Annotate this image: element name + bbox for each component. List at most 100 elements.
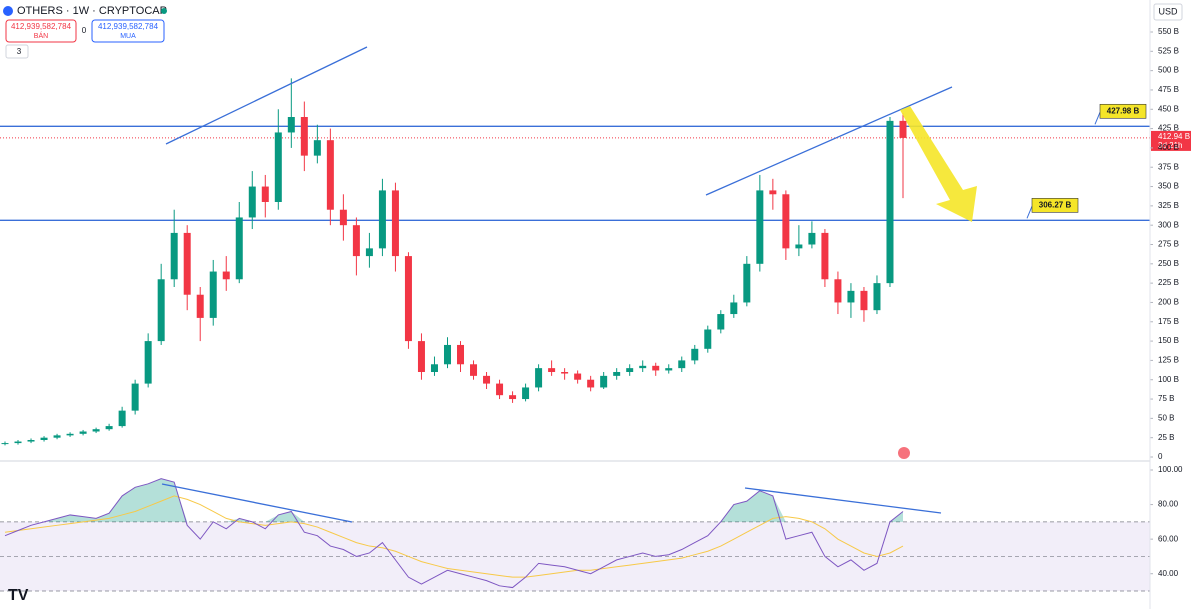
candle-body: [743, 263, 751, 303]
candle-body: [496, 383, 504, 396]
currency-button[interactable]: [1153, 3, 1183, 21]
indicator-toggle[interactable]: [5, 44, 29, 59]
event-icon: [898, 447, 910, 459]
candle-body: [587, 379, 595, 388]
candle-body: [196, 294, 204, 318]
candle-body: [886, 120, 894, 284]
candle-body: [274, 132, 282, 202]
candle-body: [678, 360, 686, 369]
overbought-fill: [5, 478, 903, 522]
candles: [1, 78, 907, 446]
y-tick-label: 225 B: [1158, 278, 1179, 287]
candle-body: [131, 383, 139, 411]
candle-body: [170, 232, 178, 280]
candle-body: [704, 329, 712, 349]
candle-body: [821, 232, 829, 280]
symbol: OTHERS · 1W · CRYPTOCAP: [17, 5, 167, 17]
candle-body: [27, 440, 35, 442]
y-tick-label: 425 B: [1158, 124, 1179, 133]
y-tick-label: 50 B: [1158, 413, 1174, 422]
candle-body: [404, 256, 412, 342]
trend-line: [705, 86, 953, 196]
y-tick-label: 300 B: [1158, 220, 1179, 229]
countdown: 3d 21h: [1158, 141, 1182, 150]
candle-body: [535, 368, 543, 388]
candle-body: [600, 375, 608, 388]
candle-body: [548, 368, 556, 372]
price-axis: 0 25 B 50 B 75 B 100 B 125 B 150 B 175 B 200 B 22…: [1150, 27, 1179, 461]
y-tick-label: 400 B: [1158, 143, 1179, 152]
candle-body: [873, 283, 881, 311]
candle-body: [457, 344, 465, 365]
candle-body: [483, 375, 491, 384]
candle-body: [118, 410, 126, 427]
candle-body: [639, 365, 647, 369]
sell-button[interactable]: [5, 19, 77, 43]
y-tick-label: 350 B: [1158, 182, 1179, 191]
rsi-pane: 40.00 60.00 80.00 100.00: [0, 465, 1183, 592]
candle-body: [509, 395, 517, 400]
candle-body: [79, 431, 87, 434]
candle-body: [300, 117, 308, 156]
trend-lines: [161, 46, 953, 523]
y-tick-label: 325 B: [1158, 201, 1179, 210]
candle-body: [899, 120, 907, 138]
y-tick-label: 125 B: [1158, 356, 1179, 365]
candle-body: [92, 429, 100, 432]
rsi-line: [4, 478, 904, 589]
y-tick-label: 25 B: [1158, 433, 1174, 442]
candle-body: [53, 435, 61, 438]
y-tick-label: 150 B: [1158, 336, 1179, 345]
candle-body: [183, 232, 191, 295]
candle-body: [14, 441, 22, 444]
candle-body: [808, 232, 816, 245]
candle-body: [248, 186, 256, 218]
candle-body: [834, 279, 842, 303]
rsi-ma-line: [4, 495, 904, 578]
buy-price: 412,939,582,784: [98, 22, 159, 31]
candle-body: [730, 302, 738, 315]
spread: 0: [82, 26, 87, 35]
level-label: 306.27 B: [1039, 200, 1072, 209]
arrow: [900, 106, 977, 222]
sell-label: BÁN: [34, 31, 48, 40]
candle-body: [665, 368, 673, 371]
rsi-tick-label: 60.00: [1158, 534, 1179, 543]
candle-body: [756, 190, 764, 264]
trend-line: [161, 483, 353, 523]
candle-body: [691, 348, 699, 361]
level-leader: [1026, 206, 1033, 219]
candle-body: [209, 271, 217, 318]
candle-body: [66, 433, 74, 436]
candle-body: [235, 217, 243, 280]
y-tick-label: 525 B: [1158, 46, 1179, 55]
last-price-tag: [1151, 130, 1191, 151]
candle-body: [522, 387, 530, 400]
candle-body: [417, 341, 425, 372]
candle-body: [430, 364, 438, 372]
candle-body: [352, 225, 360, 257]
currency: USD: [1158, 6, 1178, 16]
y-tick-label: 375 B: [1158, 162, 1179, 171]
candle-body: [613, 372, 621, 376]
logo: TV: [8, 587, 29, 604]
trend-line: [744, 487, 942, 514]
candle-body: [391, 190, 399, 257]
candle-body: [443, 344, 451, 365]
y-tick-label: 500 B: [1158, 66, 1179, 75]
candle-body: [40, 437, 48, 440]
candle-body: [769, 190, 777, 195]
candle-body: [287, 117, 295, 133]
level-tag: [1099, 103, 1147, 119]
y-tick-label: 200 B: [1158, 298, 1179, 307]
y-tick-label: 100 B: [1158, 375, 1179, 384]
buy-button[interactable]: [91, 19, 165, 43]
candle-body: [795, 244, 803, 249]
candle-body: [1, 443, 9, 445]
candle-body: [574, 373, 582, 380]
header: OTHERS · 1W · CRYPTOCAP 412,939,582,784 …: [3, 3, 1183, 604]
status-dot: [161, 8, 167, 14]
y-tick-label: 450 B: [1158, 104, 1179, 113]
